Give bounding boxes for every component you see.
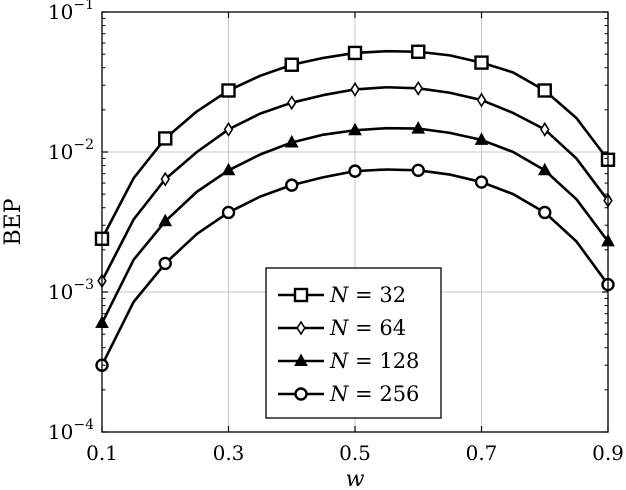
legend-marker xyxy=(294,353,308,366)
data-point-marker xyxy=(474,132,489,145)
data-point-marker xyxy=(474,55,489,70)
legend-value: 64 xyxy=(379,316,406,340)
legend-item: N = 256 xyxy=(278,382,419,406)
y-tick-label: 10−1 xyxy=(48,0,94,24)
legend-item: N = 64 xyxy=(278,316,406,340)
data-point-marker xyxy=(158,256,172,271)
legend-value: 256 xyxy=(379,382,419,406)
data-point-marker xyxy=(411,163,425,178)
y-tick-exponent: −2 xyxy=(73,137,94,153)
legend-label: N = 32 xyxy=(329,283,406,307)
y-tick-base: 10 xyxy=(48,280,73,304)
data-point-marker xyxy=(287,95,297,111)
data-point-marker xyxy=(540,121,550,137)
legend-equals: = xyxy=(348,283,379,307)
data-point-marker xyxy=(160,171,170,187)
data-point-marker xyxy=(350,81,360,97)
legend-value: 32 xyxy=(379,283,406,307)
x-tick-label: 0.9 xyxy=(592,441,624,465)
data-point-marker xyxy=(285,178,299,192)
data-point-marker xyxy=(347,45,363,61)
tick-marks xyxy=(101,11,609,433)
legend-marker xyxy=(293,287,309,303)
y-tick-exponent: −4 xyxy=(73,417,94,433)
y-tick-exponent: −3 xyxy=(73,277,94,293)
data-point-marker xyxy=(413,80,423,96)
y-tick-label: 10−3 xyxy=(48,277,94,304)
y-tick-base: 10 xyxy=(48,420,73,444)
legend-equals: = xyxy=(348,382,379,406)
data-point-marker xyxy=(221,83,236,98)
data-point-marker xyxy=(284,57,299,72)
legend-value: 128 xyxy=(379,349,419,373)
series-256 xyxy=(95,163,615,372)
y-tick-base: 10 xyxy=(48,140,73,164)
y-tick-exponent: −1 xyxy=(73,0,94,13)
y-tick-label: 10−4 xyxy=(48,417,94,444)
data-point-marker xyxy=(158,131,173,146)
data-point-marker xyxy=(411,121,426,134)
data-point-marker xyxy=(411,44,426,59)
x-tick-label: 0.1 xyxy=(86,441,118,465)
x-tick-label: 0.5 xyxy=(339,441,371,465)
data-point-marker xyxy=(221,205,236,220)
y-tick-labels: 10−110−210−310−4 xyxy=(48,0,94,444)
legend-marker xyxy=(294,387,308,401)
legend-variable: N xyxy=(329,316,349,340)
x-tick-label: 0.3 xyxy=(213,441,245,465)
data-point-marker xyxy=(348,122,362,136)
data-point-marker xyxy=(158,213,173,227)
legend-item: N = 128 xyxy=(278,349,419,373)
series-64 xyxy=(97,80,613,289)
legend-variable: N xyxy=(329,283,349,307)
series-32 xyxy=(94,44,616,246)
legend-item: N = 32 xyxy=(278,283,406,307)
legend-label: N = 128 xyxy=(329,349,419,373)
data-point-marker xyxy=(284,134,299,148)
data-point-marker xyxy=(474,175,489,189)
legend-variable: N xyxy=(329,349,349,373)
data-point-marker xyxy=(538,205,552,220)
data-point-marker xyxy=(221,162,236,176)
legend-equals: = xyxy=(348,349,379,373)
y-axis-label: BEP xyxy=(1,198,26,245)
data-point-marker xyxy=(537,162,552,176)
x-tick-label: 0.7 xyxy=(466,441,498,465)
data-point-marker xyxy=(223,121,234,137)
data-point-marker xyxy=(348,164,362,178)
data-point-marker xyxy=(537,83,552,98)
y-tick-base: 10 xyxy=(48,0,73,24)
data-point-marker xyxy=(476,92,487,108)
y-tick-label: 10−2 xyxy=(48,137,94,164)
legend-equals: = xyxy=(348,316,379,340)
legend-label: N = 64 xyxy=(329,316,406,340)
legend-variable: N xyxy=(329,382,349,406)
x-axis-label: w xyxy=(346,467,365,490)
x-tick-labels: 0.1 0.3 0.5 0.7 0.9 xyxy=(86,441,624,465)
legend-marker xyxy=(296,320,306,336)
legend-label: N = 256 xyxy=(329,382,419,406)
